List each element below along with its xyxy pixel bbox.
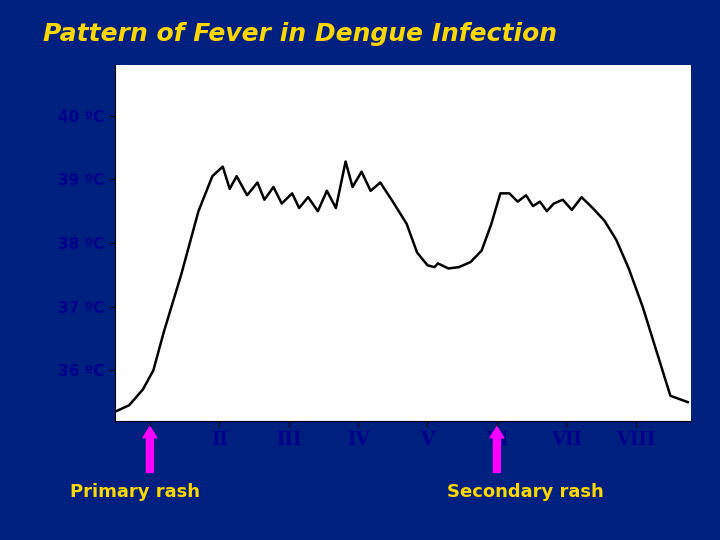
Text: Pattern of Fever in Dengue Infection: Pattern of Fever in Dengue Infection bbox=[43, 22, 557, 45]
Text: Primary rash: Primary rash bbox=[71, 483, 200, 501]
Text: Secondary rash: Secondary rash bbox=[447, 483, 604, 501]
